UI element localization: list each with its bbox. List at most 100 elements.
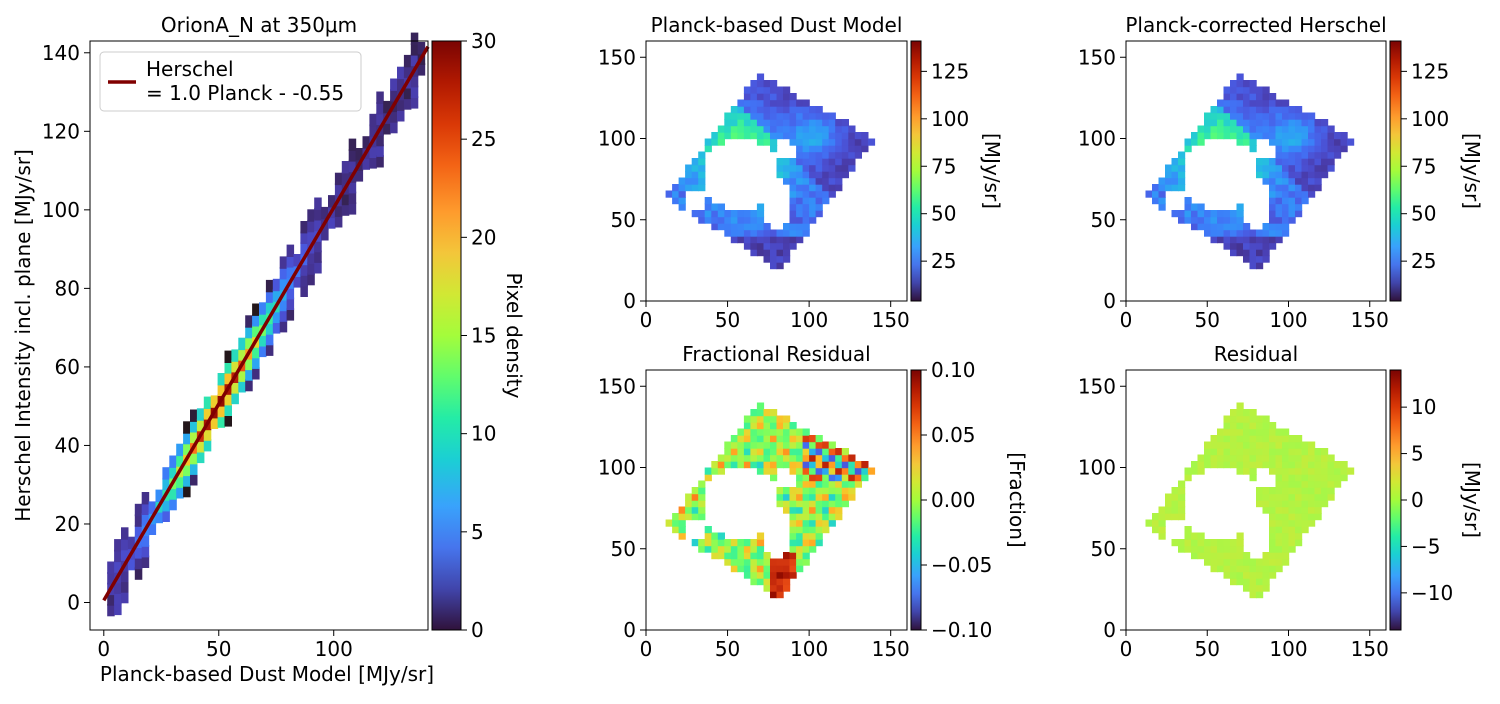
residual-pixel <box>1340 474 1348 482</box>
scatter-bin <box>252 345 260 359</box>
scatter-bin <box>403 54 412 68</box>
dust-pixel <box>743 119 752 127</box>
corrected-pixel <box>1301 145 1309 153</box>
residual-pixel <box>1321 467 1329 475</box>
scatter-bin <box>238 337 246 351</box>
fracres-pixel <box>698 506 706 514</box>
dust-pixel <box>756 138 765 146</box>
fracres-pixel <box>763 448 771 456</box>
dust-pixel <box>770 125 778 133</box>
scatter-bin <box>107 572 115 585</box>
corrected-pixel <box>1256 249 1264 257</box>
dust-pixel <box>796 158 804 166</box>
fracres-pixel <box>750 552 758 560</box>
fracres-pixel <box>841 493 849 501</box>
dust-pixel <box>750 80 758 88</box>
dust-pixel <box>789 112 797 120</box>
residual-pixel <box>1256 435 1264 443</box>
fracres-pixel <box>750 558 758 566</box>
residual-pixel <box>1217 461 1225 469</box>
dust-pixel <box>737 210 745 218</box>
fracres-pixel <box>678 519 686 527</box>
dust-pixel <box>678 203 686 211</box>
residual-pixel <box>1204 441 1212 449</box>
fracres-pixel <box>665 519 673 527</box>
residual-pixel <box>1236 454 1244 462</box>
corrected-pixel <box>1217 210 1225 218</box>
corrected-pixel <box>1288 158 1296 166</box>
corrected-ytick-label: 100 <box>1078 127 1116 151</box>
corrected-pixel <box>1204 132 1212 140</box>
corrected-pixel <box>1178 171 1186 179</box>
corrected-pixel <box>1243 99 1251 107</box>
residual-pixel <box>1249 571 1257 579</box>
fracres-pixel <box>815 474 823 482</box>
fracres-pixel <box>770 422 778 430</box>
corrected-title: Planck-corrected Herschel <box>1125 13 1386 37</box>
scatter-bin <box>265 322 274 335</box>
fracres-pixel <box>854 480 862 488</box>
corrected-pixel <box>1184 203 1192 211</box>
scatter-axes-frame <box>89 40 429 631</box>
fracres-pixel <box>750 565 758 573</box>
scatter-bin <box>265 279 274 293</box>
residual-pixel <box>1217 454 1225 462</box>
corrected-pixel <box>1269 197 1277 205</box>
dust-pixel <box>802 164 810 172</box>
dust-pixel <box>776 255 784 263</box>
scatter-bin <box>417 63 426 76</box>
residual-pixel <box>1171 513 1179 521</box>
fracres-pixel <box>724 552 732 560</box>
residual-pixel <box>1210 461 1218 469</box>
residual-pixel <box>1210 539 1218 547</box>
dust-xtick-label: 0 <box>640 308 653 332</box>
dust-colorbar <box>910 40 922 302</box>
corrected-pixel <box>1301 190 1309 198</box>
corrected-pixel <box>1217 119 1225 127</box>
corrected-pixel <box>1282 229 1290 237</box>
residual-pixel <box>1249 584 1257 592</box>
fracres-pixel <box>789 441 797 449</box>
residual-pixel <box>1243 461 1251 469</box>
residual-pixel <box>1249 422 1257 430</box>
dust-pixel <box>783 229 791 237</box>
corrected-pixel <box>1288 151 1296 159</box>
dust-pixel <box>809 216 817 224</box>
residual-pixel <box>1184 539 1192 547</box>
residual-pixel <box>1256 558 1264 566</box>
scatter-bin <box>231 349 239 362</box>
fracres-pixel <box>802 539 810 547</box>
residual-pixel <box>1243 409 1251 417</box>
fracres-pixel <box>783 428 791 436</box>
residual-pixel <box>1249 558 1257 566</box>
scatter-bin <box>196 450 205 464</box>
corrected-pixel <box>1282 132 1290 140</box>
dust-pixel <box>776 171 784 179</box>
corrected-pixel <box>1191 132 1199 140</box>
scatter-bin <box>238 369 246 382</box>
fracres-pixel <box>743 415 752 423</box>
dust-pixel <box>841 138 849 146</box>
dust-pixel <box>789 229 797 237</box>
fracres-pixel <box>737 461 745 469</box>
fracres-pixel <box>809 435 817 443</box>
residual-pixel <box>1282 519 1290 527</box>
fracres-pixel <box>763 409 771 417</box>
fracres-pixel <box>763 422 771 430</box>
residual-pixel <box>1152 526 1160 534</box>
corrected-pixel <box>1243 132 1251 140</box>
residual-pixel <box>1334 480 1342 488</box>
dust-pixel <box>776 93 784 101</box>
dust-pixel <box>750 93 758 101</box>
dust-pixel <box>815 171 823 179</box>
scatter-bin <box>183 484 191 498</box>
dust-pixel <box>672 197 680 205</box>
dust-pixel <box>789 99 797 107</box>
dust-pixel <box>783 255 791 263</box>
fracres-pixel <box>861 461 869 469</box>
residual-pixel <box>1295 513 1303 521</box>
corrected-pixel <box>1230 125 1238 133</box>
dust-pixel <box>756 223 765 231</box>
dust-pixel <box>704 210 712 218</box>
corrected-colorbar-tick-label: 100 <box>1411 107 1449 131</box>
